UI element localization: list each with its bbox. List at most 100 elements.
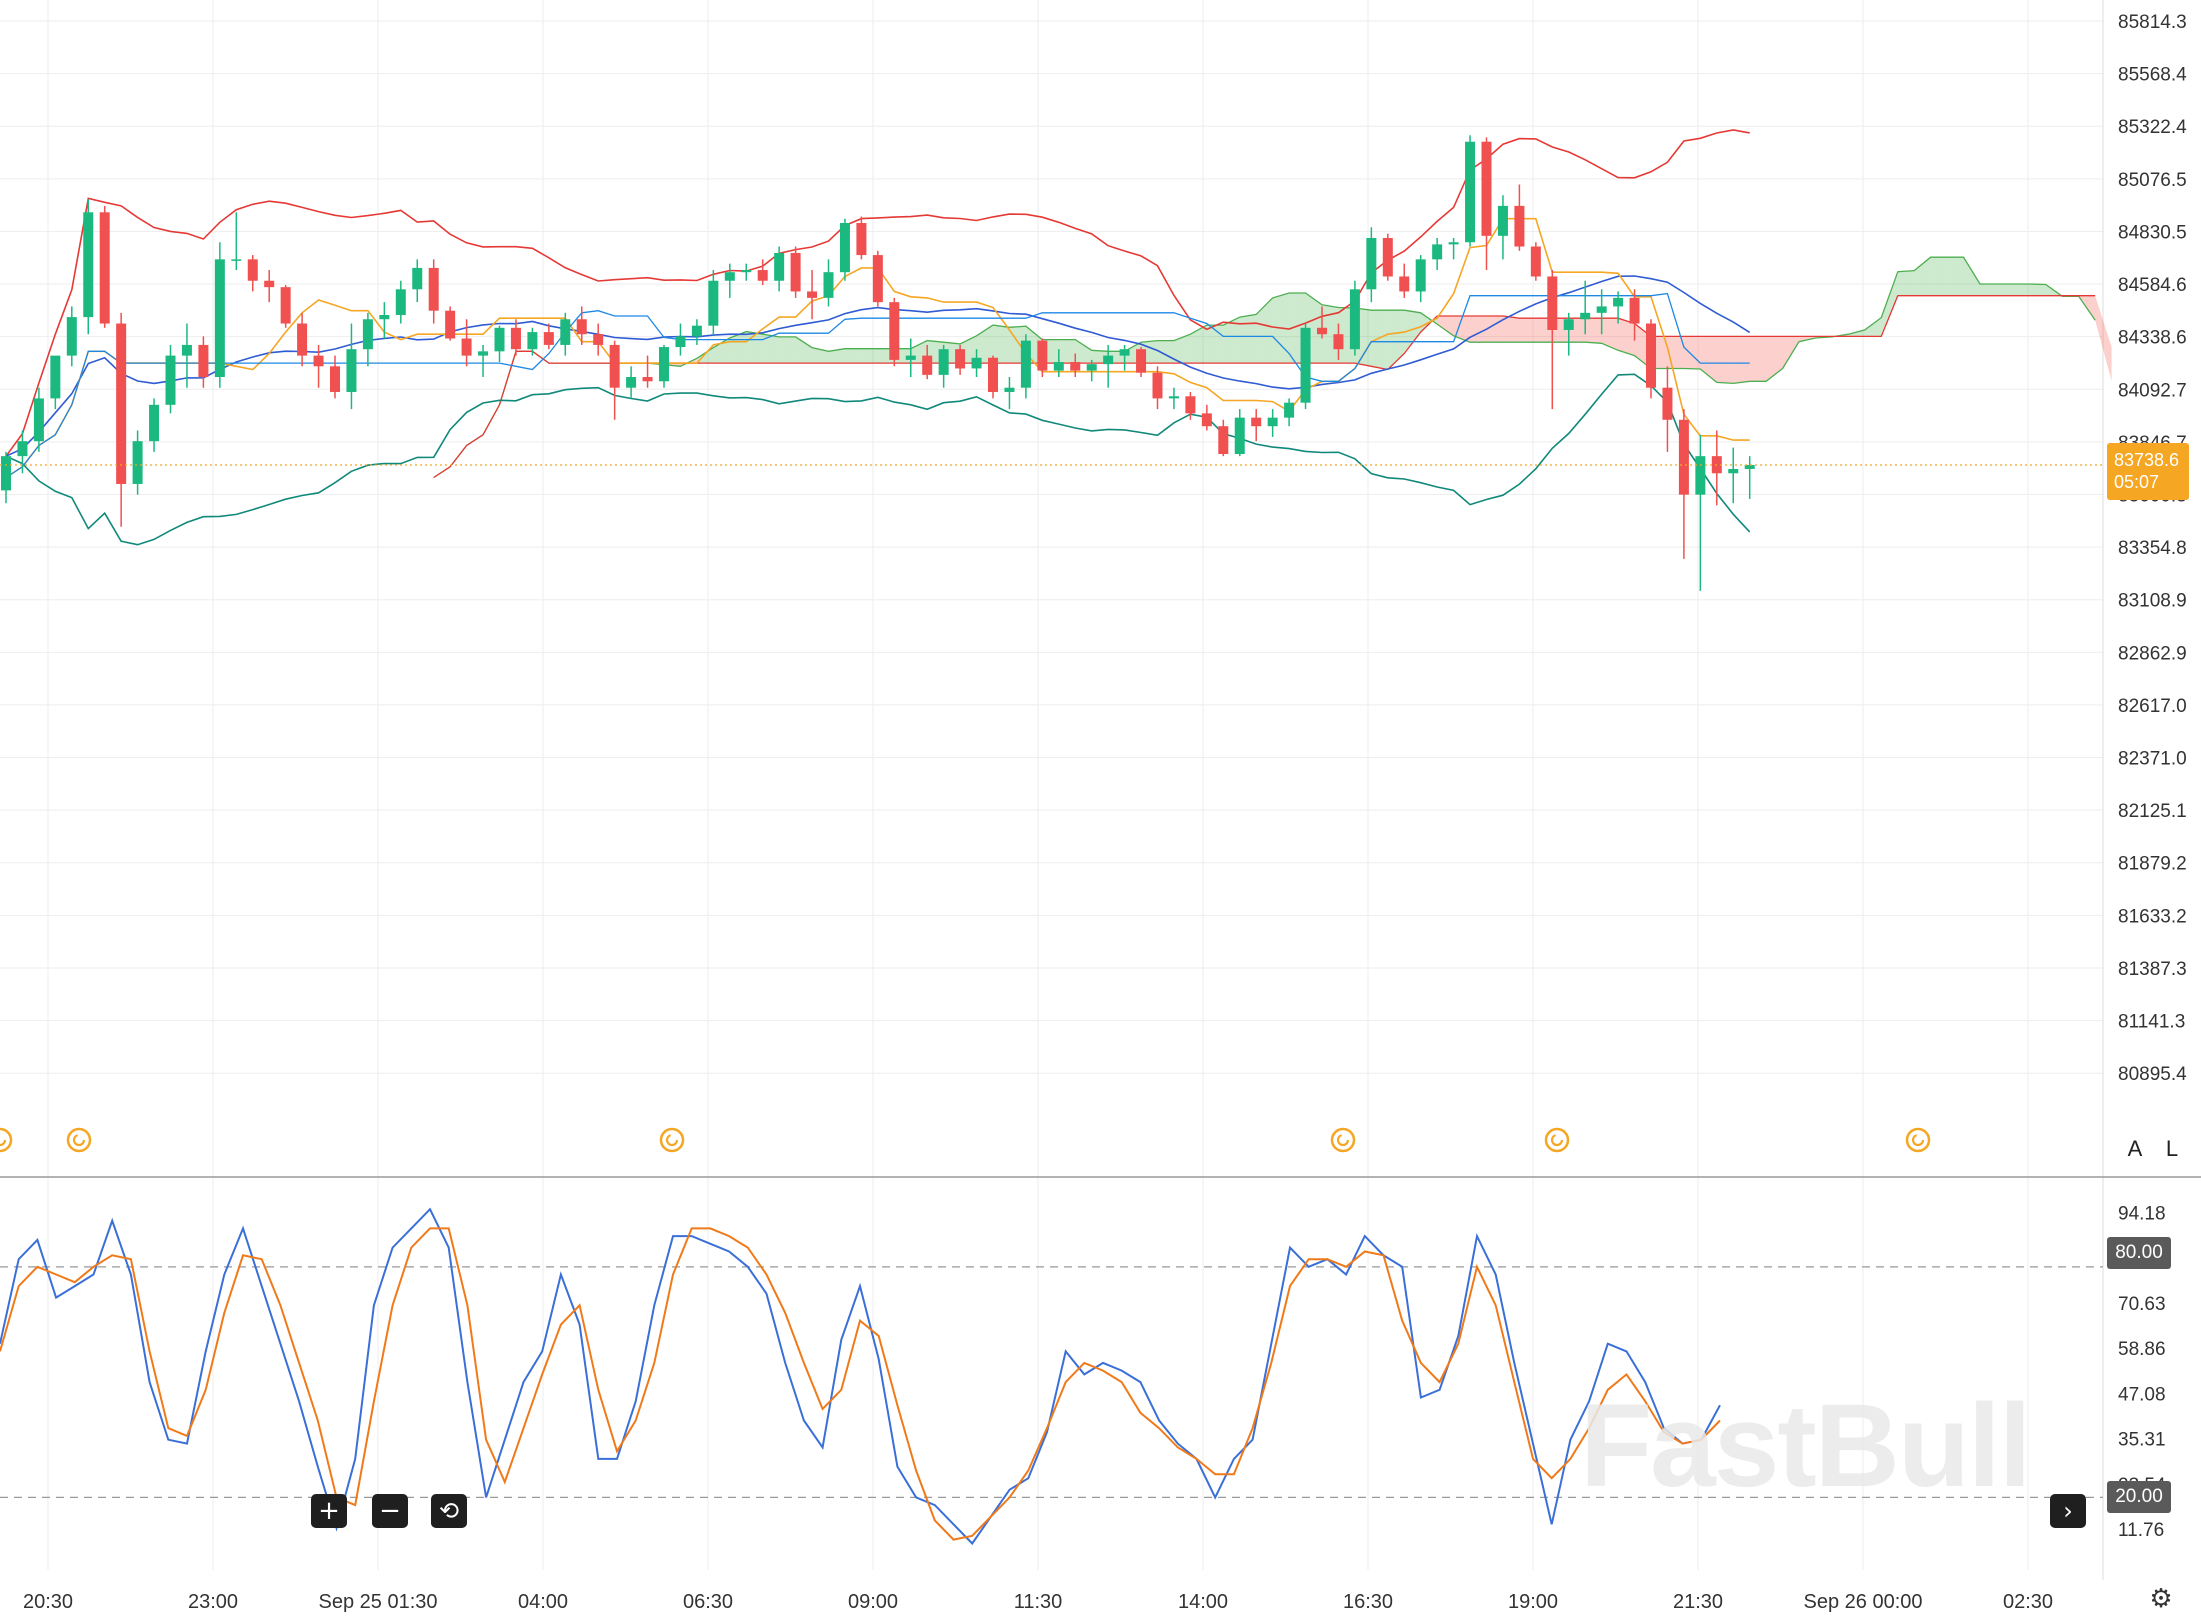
cloud-segment xyxy=(1700,336,1717,383)
candle-body xyxy=(1,456,11,491)
event-marker-glyph xyxy=(1911,1133,1925,1147)
cloud-segment xyxy=(1881,271,1898,337)
bollinger-upper-line xyxy=(5,129,1750,457)
level-tag-80: 80.00 xyxy=(2107,1237,2171,1269)
chevron-right-icon: › xyxy=(2063,1497,2073,1525)
candle-body xyxy=(1152,372,1163,399)
candle-body xyxy=(1366,237,1377,290)
candle-body xyxy=(99,212,110,324)
level-tag-20: 20.00 xyxy=(2107,1481,2171,1513)
candle-body xyxy=(83,212,94,318)
price-tick-label: 83354.8 xyxy=(2118,538,2187,559)
candle-body xyxy=(395,289,406,315)
candle-body xyxy=(17,441,28,457)
candle-body xyxy=(297,323,308,356)
scroll-right-button[interactable]: › xyxy=(2050,1494,2086,1528)
cloud-segment xyxy=(1930,257,1948,296)
candle-body xyxy=(774,252,785,281)
price-tick-label: 84092.7 xyxy=(2118,380,2187,401)
oscillator-tick-label: 35.31 xyxy=(2118,1430,2166,1451)
candle-body xyxy=(1349,289,1360,350)
event-marker-icon xyxy=(1905,1127,1931,1153)
cloud-segment xyxy=(2095,295,2112,381)
cloud-segment xyxy=(1683,336,1701,369)
cloud-segment xyxy=(1058,339,1076,364)
event-marker-glyph xyxy=(0,1133,7,1147)
auto-scale-button[interactable]: A xyxy=(2127,1136,2143,1161)
candle-body xyxy=(938,349,949,375)
cloud-segment xyxy=(1190,325,1207,364)
cloud-segment xyxy=(1502,316,1520,343)
candle-body xyxy=(675,336,686,348)
candle-body xyxy=(1563,319,1574,330)
time-tick-label: 20:30 xyxy=(23,1591,73,1613)
cloud-segment xyxy=(1470,316,1487,343)
zoom-out-button[interactable]: − xyxy=(372,1494,408,1528)
event-marker-circle xyxy=(659,1127,685,1153)
event-marker-icon xyxy=(659,1127,685,1153)
candle-body xyxy=(330,366,340,392)
ichimoku-cloud xyxy=(433,257,2112,478)
candle-body xyxy=(362,319,373,350)
cloud-segment xyxy=(1667,336,1684,369)
candle-body xyxy=(1497,205,1508,236)
cloud-segment xyxy=(795,336,813,364)
cloud-segment xyxy=(1996,283,2013,296)
cloud-segment xyxy=(1618,318,1635,356)
candle-body xyxy=(412,267,423,290)
candle-body xyxy=(33,398,44,442)
cloud-segment xyxy=(976,325,993,364)
cloud-segment xyxy=(1486,316,1503,343)
candle-body xyxy=(1333,334,1344,350)
candle-body xyxy=(1695,456,1706,495)
candle-body xyxy=(1119,349,1130,356)
candle-body xyxy=(50,355,61,399)
price-tick-label: 84584.6 xyxy=(2118,275,2187,296)
time-tick-label: 16:30 xyxy=(1343,1591,1393,1613)
price-axis[interactable]: 85814.3 85568.4 85322.4 85076.5 84830.5 84584… xyxy=(2118,12,2187,1085)
zoom-in-button[interactable]: + xyxy=(311,1494,347,1528)
price-tick-label: 81633.2 xyxy=(2118,906,2187,927)
event-marker-glyph xyxy=(72,1133,86,1147)
time-tick-label: Sep 25 01:30 xyxy=(319,1591,438,1613)
candlesticks xyxy=(1,135,1755,591)
event-marker-icon xyxy=(1544,1127,1570,1153)
price-tick-label: 82862.9 xyxy=(2118,643,2187,664)
refresh-icon: ⟲ xyxy=(438,1497,460,1525)
price-tick-label: 81141.3 xyxy=(2118,1012,2185,1033)
candle-body xyxy=(790,252,801,292)
candle-body xyxy=(1317,327,1327,335)
cloud-segment xyxy=(828,348,845,364)
candle-body xyxy=(1037,340,1048,371)
event-marker-glyph xyxy=(1550,1133,1564,1147)
cloud-segment xyxy=(1206,325,1224,364)
candle-body xyxy=(1448,242,1459,245)
reset-chart-button[interactable]: ⟲ xyxy=(431,1494,467,1528)
candle-body xyxy=(1267,417,1278,427)
time-tick-label: 09:00 xyxy=(848,1591,898,1613)
cloud-segment xyxy=(1914,257,1931,296)
candle-body xyxy=(1103,355,1114,365)
time-axis[interactable]: 20:30 23:00 Sep 25 01:30 04:00 06:30 09:00 11:… xyxy=(23,1591,2053,1613)
cloud-segment xyxy=(844,348,862,364)
senkou-span-b-line xyxy=(433,295,2096,479)
oscillator-tick-label: 94.18 xyxy=(2118,1203,2166,1224)
event-marker-circle xyxy=(66,1127,92,1153)
price-tick-label: 82371.0 xyxy=(2118,749,2187,770)
candle-body xyxy=(1646,323,1656,388)
cloud-segment xyxy=(1223,317,1240,364)
cloud-segment xyxy=(1256,297,1273,364)
event-marker-icon xyxy=(0,1127,13,1153)
candle-body xyxy=(593,334,604,345)
cloud-segment xyxy=(1749,336,1767,382)
log-scale-button[interactable]: L xyxy=(2165,1136,2179,1161)
event-marker-circle xyxy=(1330,1127,1356,1153)
event-markers xyxy=(0,1127,1931,1153)
candle-body xyxy=(1415,259,1426,292)
price-tick-label: 85322.4 xyxy=(2118,117,2187,138)
cloud-segment xyxy=(1173,334,1191,364)
settings-gear-icon[interactable]: ⚙ xyxy=(2149,1584,2173,1614)
oscillator-tick-label: 58.86 xyxy=(2118,1339,2166,1360)
cloud-segment xyxy=(1897,270,1915,296)
